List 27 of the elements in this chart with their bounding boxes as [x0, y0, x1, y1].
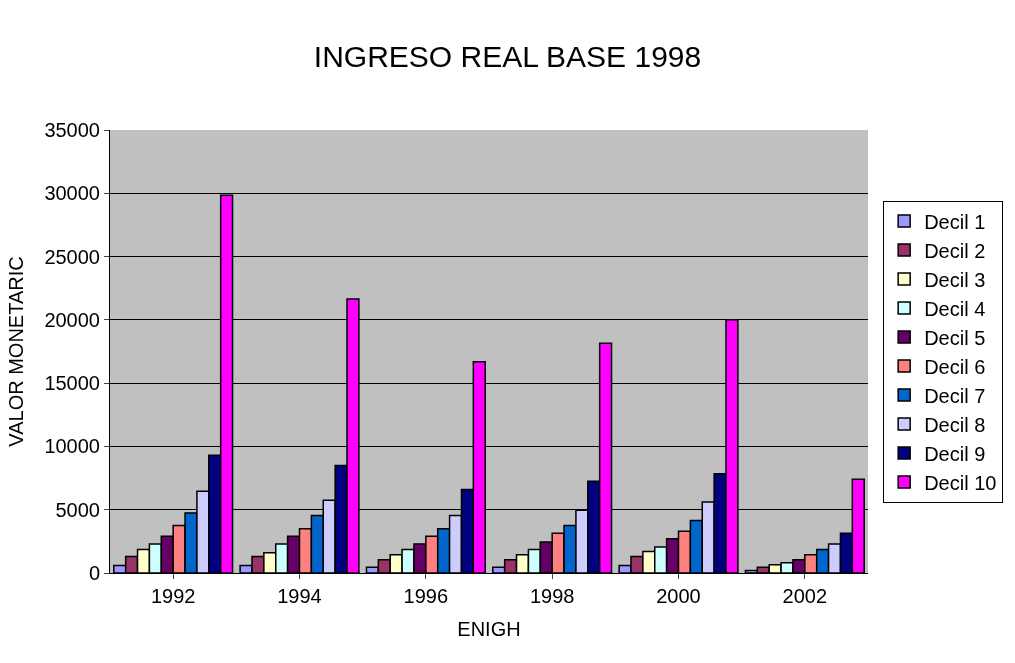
x-tick-label: 1998: [529, 585, 575, 607]
y-axis-title: VALOR MONETARIC: [4, 256, 27, 447]
legend-label: Decil 4: [924, 297, 986, 320]
x-tick-label: 2002: [782, 585, 828, 607]
y-tick-label: 10000: [44, 435, 100, 458]
legend-label: Decil 10: [924, 471, 997, 494]
y-tick-label: 35000: [44, 119, 100, 141]
x-tick-label: 1994: [277, 585, 322, 607]
legend-label: Decil 7: [924, 384, 986, 407]
legend-label: Decil 6: [924, 355, 986, 378]
legend-label: Decil 9: [924, 442, 986, 465]
legend-label: Decil 2: [924, 239, 986, 262]
chart-title: INGRESO REAL BASE 1998: [313, 40, 702, 74]
legend-label: Decil 8: [924, 413, 986, 436]
x-tick-label: 1992: [150, 585, 196, 607]
y-tick-label: 20000: [44, 308, 100, 331]
y-tick-label: 25000: [44, 245, 100, 268]
x-tick-label: 2000: [656, 585, 701, 607]
y-tick-label: 15000: [44, 372, 100, 395]
x-tick-label: 1996: [403, 585, 449, 607]
y-tick-label: 30000: [44, 182, 100, 205]
y-tick-label: 0: [88, 562, 100, 584]
legend-label: Decil 5: [924, 326, 986, 349]
legend-label: Decil 1: [924, 210, 986, 233]
y-tick-label: 5000: [55, 498, 100, 521]
x-axis-title: ENIGH: [457, 617, 521, 640]
legend-label: Decil 3: [924, 268, 986, 291]
